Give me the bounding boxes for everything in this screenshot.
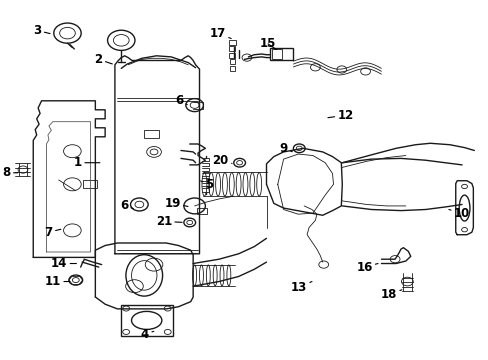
Text: 14: 14 bbox=[51, 257, 76, 270]
Text: 21: 21 bbox=[156, 215, 182, 228]
Text: 5: 5 bbox=[200, 178, 213, 191]
Text: 13: 13 bbox=[290, 281, 311, 294]
Text: 16: 16 bbox=[356, 261, 377, 274]
Text: 17: 17 bbox=[209, 27, 231, 40]
Text: 12: 12 bbox=[327, 109, 353, 122]
Text: 20: 20 bbox=[212, 154, 232, 167]
Text: 19: 19 bbox=[164, 197, 187, 210]
Text: 6: 6 bbox=[120, 199, 133, 212]
Text: 2: 2 bbox=[94, 53, 112, 66]
Text: 8: 8 bbox=[2, 166, 18, 179]
Text: 4: 4 bbox=[141, 328, 154, 341]
Text: 9: 9 bbox=[279, 142, 292, 155]
Text: 11: 11 bbox=[45, 275, 69, 288]
Text: 1: 1 bbox=[74, 156, 100, 169]
Text: 6: 6 bbox=[175, 94, 187, 107]
Text: 15: 15 bbox=[260, 37, 276, 50]
Text: 18: 18 bbox=[380, 288, 401, 301]
FancyBboxPatch shape bbox=[196, 208, 207, 214]
Text: 10: 10 bbox=[448, 207, 469, 220]
Text: 3: 3 bbox=[33, 24, 50, 37]
Text: 7: 7 bbox=[44, 226, 61, 239]
